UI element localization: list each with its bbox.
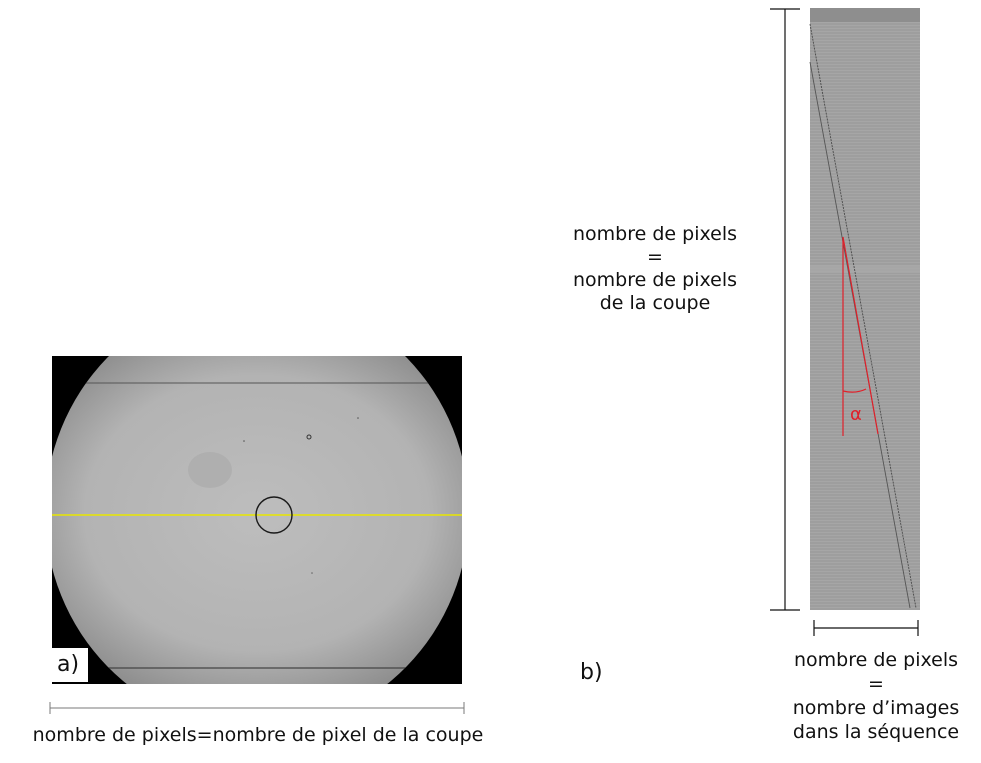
strip-width-bracket <box>813 620 919 636</box>
panel-a-label-box <box>52 648 88 682</box>
strip-top-band <box>810 8 920 22</box>
panel-b-label: b) <box>580 660 603 685</box>
vertical-caption-line: de la coupe <box>599 292 711 314</box>
horizontal-caption-line: nombre d’images <box>792 697 960 719</box>
angle-construction <box>842 236 879 436</box>
strip-background <box>810 8 920 610</box>
horizontal-caption-line: nombre de pixels <box>793 649 958 671</box>
panel-b-horizontal-caption: nombre de pixels = nombre d’images dans … <box>776 648 976 744</box>
horizontal-caption-line: dans la séquence <box>792 721 960 743</box>
debris-dot <box>357 417 359 419</box>
strip-band <box>810 265 920 273</box>
vertical-caption-line: = <box>647 246 663 268</box>
angle-arc <box>842 388 867 393</box>
bubble-circle <box>255 496 293 534</box>
debris-dot <box>306 434 312 440</box>
angle-alpha-label: α <box>850 404 862 425</box>
panel-b-vertical-caption: nombre de pixels = nombre de pixels de l… <box>555 223 755 315</box>
vertical-caption-line: nombre de pixels <box>572 223 737 245</box>
panel-a-label: a) <box>57 652 80 677</box>
debris-dot <box>311 572 313 574</box>
debris-dot <box>243 440 245 442</box>
spatiotemporal-strip <box>809 8 920 610</box>
slope-line <box>842 236 879 435</box>
panel-a-caption: nombre de pixels=nombre de pixel de la c… <box>32 724 484 746</box>
vertical-caption-line: nombre de pixels <box>572 269 737 291</box>
microscope-image <box>52 356 462 684</box>
height-dimension-bracket <box>770 8 800 611</box>
blur-spot <box>188 452 232 488</box>
horizontal-caption-line: = <box>868 673 884 695</box>
width-dimension-bracket <box>49 702 465 714</box>
